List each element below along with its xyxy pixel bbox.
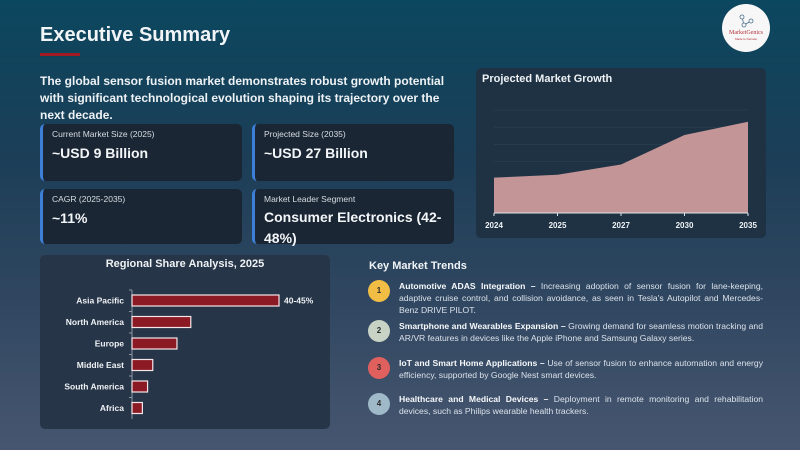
trend-number-badge: 1: [368, 280, 390, 302]
bar: [131, 358, 154, 372]
bar-category-label: Africa: [100, 403, 124, 413]
regional-bar-chart-panel: Regional Share Analysis, 2025 Asia Pacif…: [40, 255, 330, 429]
bar: [131, 337, 178, 350]
intro-text: The global sensor fusion market demonstr…: [40, 74, 445, 122]
trend-description: Deployment in remote monitoring and reha…: [399, 394, 764, 416]
x-tick-label: 2027: [612, 221, 630, 230]
trend-description: Growing demand for seamless motion track…: [399, 321, 763, 343]
bar: [131, 315, 192, 329]
growth-chart-panel: Projected Market Growth 2024 2025 2027 2030…: [476, 68, 766, 238]
x-tick-label: 2025: [549, 221, 567, 230]
card-value: ~USD 27 Billion: [264, 145, 368, 161]
bar-chart-title: Regional Share Analysis, 2025: [105, 258, 265, 270]
card-value: ~USD 9 Billion: [52, 145, 149, 161]
metric-card-current-size: Current Market Size (2025) ~USD 9 Billio…: [40, 124, 242, 181]
growth-chart-title: Projected Market Growth: [482, 73, 613, 85]
x-tick-label: 2024: [485, 221, 503, 230]
growth-area: [494, 121, 748, 213]
trends-title: Key Market Trends: [369, 260, 467, 272]
bar: [131, 380, 149, 393]
bar-category-label: Asia Pacific: [76, 296, 124, 306]
trend-number-badge: 4: [368, 393, 390, 415]
bar-category-label: Europe: [95, 339, 125, 349]
bar: [131, 294, 280, 307]
card-value: Consumer Electronics (42-48%): [264, 209, 442, 246]
x-tick-label: 2035: [739, 221, 757, 230]
growth-area-chart: 2024 2025 2027 2030 2035: [485, 109, 757, 230]
bar-value-label: 40-45%: [284, 296, 314, 306]
card-label: Market Leader Segment: [264, 194, 356, 204]
card-label: CAGR (2025-2035): [52, 194, 126, 204]
bar: [131, 401, 143, 415]
metric-card-cagr: CAGR (2025-2035) ~11%: [40, 189, 242, 244]
card-label: Projected Size (2035): [264, 129, 346, 139]
x-tick-label: 2030: [676, 221, 694, 230]
trend-description: Increasing adoption of sensor fusion for…: [399, 281, 763, 315]
trend-number-badge: 3: [368, 357, 390, 379]
bar-category-label: South America: [64, 382, 124, 392]
bar-category-label: Middle East: [77, 360, 124, 370]
trend-number-badge: 2: [368, 320, 390, 342]
company-logo: MarketGenics Made to Decode: [722, 4, 770, 52]
trend-heading: Healthcare and Medical Devices: [399, 394, 539, 404]
trend-description: Use of sensor fusion to enhance automati…: [399, 358, 763, 380]
page-title: Executive Summary: [40, 24, 231, 46]
molecule-icon: [739, 14, 754, 28]
logo-tagline: Made to Decode: [734, 37, 757, 41]
trend-heading: IoT and Smart Home Applications: [399, 358, 538, 368]
card-label: Current Market Size (2025): [52, 129, 155, 139]
regional-bar-chart: Asia Pacific 40-45% North America Europe Mid…: [64, 289, 314, 419]
trend-heading: Smartphone and Wearables Expansion: [399, 321, 559, 331]
card-value: ~11%: [52, 210, 88, 226]
bar-category-label: North America: [66, 317, 125, 327]
metric-card-projected-size: Projected Size (2035) ~USD 27 Billion: [252, 124, 454, 181]
title-underline: [40, 53, 80, 56]
metric-card-leader-segment: Market Leader Segment Consumer Electroni…: [252, 189, 454, 246]
trend-heading: Automotive ADAS Integration: [399, 281, 526, 291]
logo-name: MarketGenics: [729, 30, 763, 36]
